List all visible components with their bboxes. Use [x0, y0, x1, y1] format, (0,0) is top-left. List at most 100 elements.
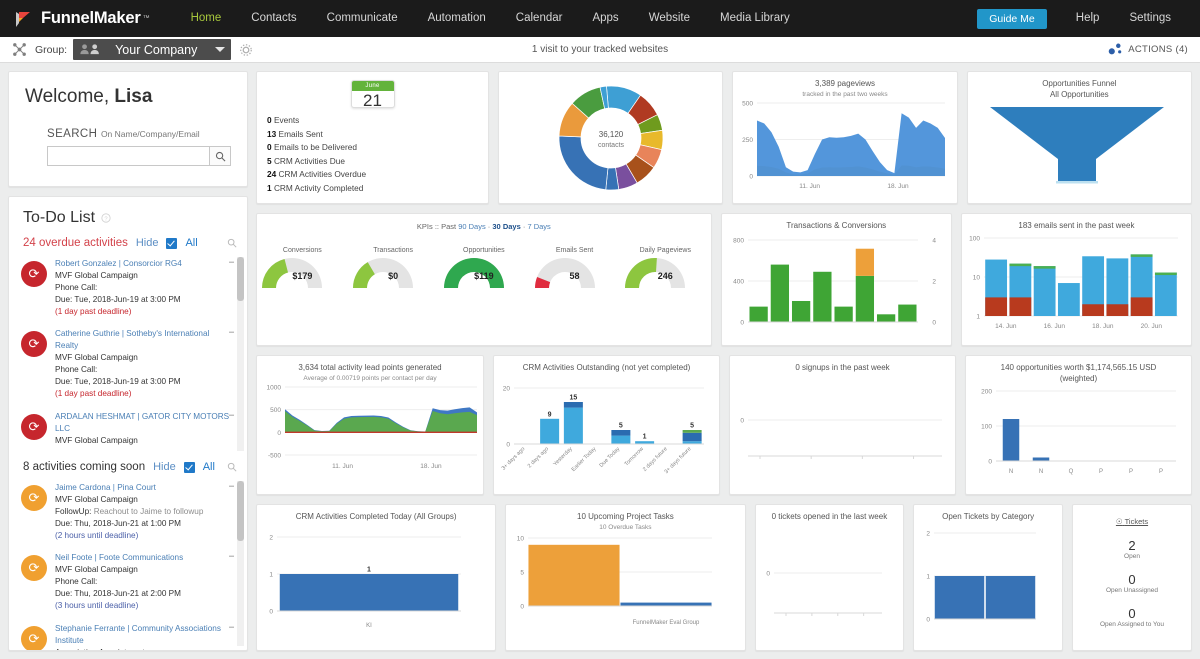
activity-contact[interactable]: Robert Gonzalez | Consorcior RG4: [55, 259, 182, 268]
bar[interactable]: [540, 418, 560, 444]
kpi-range-7[interactable]: 7 Days: [527, 222, 551, 231]
activity-menu-icon[interactable]: ━: [229, 482, 235, 491]
bar[interactable]: [563, 407, 583, 444]
nav-communicate[interactable]: Communicate: [326, 12, 398, 24]
guide-me-button[interactable]: Guide Me: [977, 8, 1047, 29]
overdue-scrollbar-thumb[interactable]: [237, 257, 244, 301]
activity-item[interactable]: ⟳ Catherine Guthrie | Sotheby's Internati…: [9, 323, 247, 405]
crm-completed-plot[interactable]: 0 1 2 1 KI: [257, 523, 495, 650]
bar[interactable]: [682, 432, 702, 441]
kpi-gauge[interactable]: Conversions $179: [259, 247, 345, 288]
activity-contact[interactable]: Neil Foote | Foote Communications: [55, 553, 184, 563]
overdue-hide-link[interactable]: Hide: [135, 237, 159, 249]
activity-menu-icon[interactable]: ━: [229, 552, 235, 562]
bar[interactable]: [1082, 256, 1104, 316]
actions-button[interactable]: ACTIONS (4): [1108, 43, 1188, 56]
search-button[interactable]: [209, 146, 231, 166]
bar[interactable]: [1033, 265, 1056, 316]
nav-calendar[interactable]: Calendar: [515, 12, 563, 24]
open-tickets-plot[interactable]: 0 1 2: [914, 523, 1062, 650]
activity-menu-icon[interactable]: ━: [229, 410, 235, 420]
leadpoints-plot[interactable]: -500 0 500 1000 11. Jun 18. Jun: [257, 383, 483, 494]
activity-item[interactable]: ⟳ Stephanie Ferrante | Community Associat…: [9, 618, 247, 650]
bar[interactable]: [855, 275, 874, 322]
overdue-activity-list[interactable]: ⟳ Robert Gonzalez | Consorcior RG4 MVF Glo…: [9, 253, 247, 455]
opportunities-value-plot[interactable]: 0 100 200 N N Q P P P: [966, 385, 1191, 494]
kpi-range-30[interactable]: 30 Days: [492, 222, 521, 231]
bar[interactable]: [279, 573, 459, 611]
overdue-all-checkbox[interactable]: [166, 237, 178, 249]
kpi-gauge[interactable]: Emails Sent 58: [532, 247, 618, 288]
bar[interactable]: [528, 544, 620, 606]
tickets-summary-title[interactable]: ☉ Tickets: [1073, 517, 1191, 526]
upcoming-hide-link[interactable]: Hide: [153, 461, 176, 473]
activity-menu-icon[interactable]: ━: [229, 258, 235, 267]
bar[interactable]: [611, 429, 631, 436]
activity-item[interactable]: ⟳ Neil Foote | Foote Communications MVF Gl…: [9, 547, 247, 617]
activity-item[interactable]: ⟳ Robert Gonzalez | Consorcior RG4 MVF Glo…: [9, 253, 247, 323]
bar[interactable]: [1130, 254, 1153, 257]
bar[interactable]: [876, 314, 895, 322]
bar[interactable]: [1009, 297, 1032, 316]
activity-item[interactable]: ⟳ ARDALAN HESHMAT | GATOR CITY MOTORS LLC…: [9, 406, 247, 453]
funnel-stage[interactable]: [989, 106, 1164, 159]
nav-contacts[interactable]: Contacts: [251, 12, 297, 24]
emails-plot[interactable]: 1 10 100 14. Jun 16. Jun 18. Jun 20. Jun: [962, 232, 1191, 345]
upcoming-scrollbar-thumb[interactable]: [237, 481, 244, 541]
bar[interactable]: [1154, 272, 1177, 275]
bar[interactable]: [1154, 272, 1177, 316]
contacts-donut-chart[interactable]: 36,120 contacts: [551, 78, 671, 198]
upcoming-scrollbar-track[interactable]: [237, 481, 244, 646]
nav-apps[interactable]: Apps: [592, 12, 619, 24]
nav-website[interactable]: Website: [648, 12, 691, 24]
nav-home[interactable]: Home: [190, 12, 222, 24]
bar[interactable]: [1106, 304, 1129, 316]
bar[interactable]: [1009, 263, 1032, 266]
overdue-scrollbar-track[interactable]: [237, 257, 244, 451]
bar[interactable]: [834, 306, 853, 322]
tickets-opened-plot[interactable]: 0: [756, 523, 904, 650]
crm-outstanding-plot[interactable]: 0 20 9 15 5 1 5 3+ days ago 2 days ago Yesterday E…: [494, 374, 719, 494]
bar[interactable]: [1082, 304, 1104, 316]
bar[interactable]: [770, 264, 789, 322]
group-select[interactable]: Your Company: [73, 39, 232, 60]
activity-contact[interactable]: Stephanie Ferrante | Community Associati…: [55, 623, 221, 645]
nav-automation[interactable]: Automation: [427, 12, 486, 24]
bar[interactable]: [791, 300, 810, 322]
gear-icon[interactable]: [239, 43, 253, 57]
funnel-plot[interactable]: [968, 101, 1191, 203]
bar[interactable]: [935, 575, 985, 619]
bar[interactable]: [897, 304, 917, 322]
bar[interactable]: [1033, 265, 1056, 269]
bar[interactable]: [1002, 418, 1020, 461]
bar[interactable]: [682, 440, 702, 444]
upcoming-search-icon[interactable]: [227, 462, 237, 472]
bar[interactable]: [620, 602, 712, 606]
bar[interactable]: [1032, 457, 1050, 461]
pageviews-plot[interactable]: 0 250 500 11. Jun 18. Jun: [733, 99, 956, 203]
project-tasks-plot[interactable]: 0 5 10 FunnelMaker Eval Group: [506, 532, 744, 650]
bar[interactable]: [812, 271, 832, 322]
bar[interactable]: [986, 575, 1036, 619]
upcoming-all-checkbox[interactable]: [183, 461, 195, 473]
kpi-gauge[interactable]: Opportunities $119: [441, 247, 527, 288]
nav-media-library[interactable]: Media Library: [720, 12, 790, 24]
bar[interactable]: [749, 306, 768, 322]
donut-slice[interactable]: [599, 85, 609, 109]
kpi-gauge[interactable]: Transactions $0: [350, 247, 436, 288]
activity-item[interactable]: ⟳ Jaime Cardona | Pina Court MVF Global Ca…: [9, 477, 247, 547]
bar[interactable]: [682, 429, 702, 433]
help-circle-icon[interactable]: ?: [101, 213, 111, 223]
activity-menu-icon[interactable]: ━: [229, 328, 235, 338]
bar[interactable]: [985, 297, 1007, 316]
funnel-base[interactable]: [1057, 158, 1096, 181]
nav-help[interactable]: Help: [1075, 12, 1100, 24]
transactions-plot[interactable]: 0 400 800 0 2 4: [722, 232, 951, 345]
kpi-range-90[interactable]: 90 Days: [458, 222, 486, 231]
bar[interactable]: [563, 401, 583, 408]
activity-contact[interactable]: Jaime Cardona | Pina Court: [55, 483, 156, 492]
bar[interactable]: [611, 435, 631, 444]
network-icon[interactable]: [12, 42, 27, 57]
upcoming-activity-list[interactable]: ⟳ Jaime Cardona | Pina Court MVF Global Ca…: [9, 477, 247, 650]
search-input[interactable]: [47, 146, 209, 166]
